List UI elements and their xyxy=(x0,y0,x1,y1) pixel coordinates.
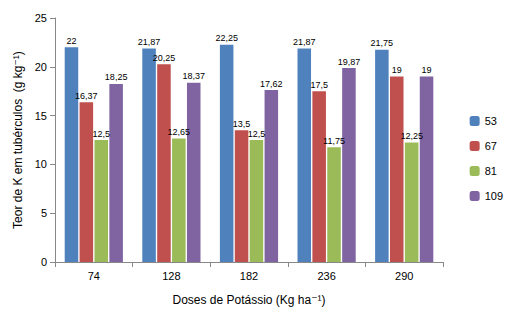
svg-text:Doses de Potássio (Kg ha⁻¹): Doses de Potássio (Kg ha⁻¹) xyxy=(172,293,325,307)
svg-text:18,25: 18,25 xyxy=(105,72,128,82)
svg-text:13,5: 13,5 xyxy=(233,119,251,129)
svg-text:17,62: 17,62 xyxy=(260,79,283,89)
svg-text:Teor de K em tubérculos (g kg: Teor de K em tubérculos (g kg⁻¹) xyxy=(11,51,25,229)
svg-text:53: 53 xyxy=(485,115,497,127)
svg-text:128: 128 xyxy=(162,270,180,282)
svg-text:236: 236 xyxy=(317,270,335,282)
svg-text:5: 5 xyxy=(41,207,47,219)
svg-text:25: 25 xyxy=(35,12,47,24)
svg-text:290: 290 xyxy=(395,270,413,282)
svg-text:20,25: 20,25 xyxy=(153,53,176,63)
svg-text:22,25: 22,25 xyxy=(215,33,238,43)
svg-text:67: 67 xyxy=(485,140,497,152)
svg-text:19,87: 19,87 xyxy=(338,57,361,67)
svg-text:11,75: 11,75 xyxy=(323,136,345,146)
svg-text:21,75: 21,75 xyxy=(371,38,394,48)
svg-text:12,5: 12,5 xyxy=(248,129,266,139)
svg-text:21,87: 21,87 xyxy=(293,37,316,47)
svg-text:12,65: 12,65 xyxy=(168,127,191,137)
svg-text:20: 20 xyxy=(35,61,47,73)
svg-text:109: 109 xyxy=(485,190,503,202)
svg-text:182: 182 xyxy=(240,270,258,282)
svg-text:18,37: 18,37 xyxy=(182,71,205,81)
svg-text:81: 81 xyxy=(485,165,497,177)
svg-text:17,5: 17,5 xyxy=(310,80,328,90)
svg-text:12,25: 12,25 xyxy=(400,131,423,141)
svg-text:19: 19 xyxy=(392,65,402,75)
svg-text:15: 15 xyxy=(35,110,47,122)
svg-text:19: 19 xyxy=(422,65,432,75)
svg-text:10: 10 xyxy=(35,158,47,170)
svg-text:12,5: 12,5 xyxy=(92,129,110,139)
svg-text:22: 22 xyxy=(66,36,76,46)
svg-text:74: 74 xyxy=(88,270,100,282)
svg-text:16,37: 16,37 xyxy=(75,91,98,101)
svg-text:0: 0 xyxy=(41,256,47,268)
svg-text:21,87: 21,87 xyxy=(138,37,161,47)
